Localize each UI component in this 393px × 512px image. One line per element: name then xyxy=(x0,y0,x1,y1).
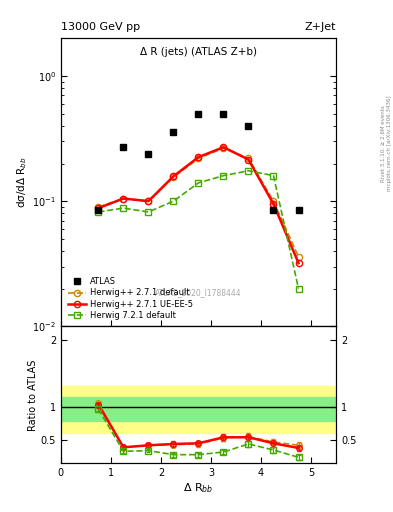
ATLAS xyxy=(146,151,151,157)
Text: Δ R (jets) (ATLAS Z+b): Δ R (jets) (ATLAS Z+b) xyxy=(140,47,257,57)
Herwig++ 2.7.1 default xyxy=(196,155,201,161)
Herwig++ 2.7.1 default xyxy=(171,174,176,180)
ATLAS xyxy=(221,111,226,117)
Herwig++ 2.7.1 UE-EE-5 xyxy=(146,198,151,204)
ATLAS xyxy=(246,123,251,129)
X-axis label: Δ R$_{bb}$: Δ R$_{bb}$ xyxy=(183,481,214,495)
Herwig 7.2.1 default xyxy=(96,209,101,215)
Y-axis label: dσ/dΔ R$_{bb}$: dσ/dΔ R$_{bb}$ xyxy=(16,157,29,208)
Herwig 7.2.1 default xyxy=(296,286,301,292)
Y-axis label: Ratio to ATLAS: Ratio to ATLAS xyxy=(28,359,38,431)
Herwig 7.2.1 default xyxy=(246,168,251,174)
Line: Herwig++ 2.7.1 default: Herwig++ 2.7.1 default xyxy=(95,145,301,260)
Herwig 7.2.1 default xyxy=(221,173,226,179)
Text: 13000 GeV pp: 13000 GeV pp xyxy=(61,22,140,32)
Herwig++ 2.7.1 UE-EE-5 xyxy=(296,260,301,266)
Text: Rivet 3.1.10, ≥ 2.6M events: Rivet 3.1.10, ≥ 2.6M events xyxy=(381,105,386,182)
Herwig++ 2.7.1 UE-EE-5 xyxy=(196,154,201,160)
Bar xyxy=(61,387,336,433)
Herwig 7.2.1 default xyxy=(121,205,126,211)
Herwig++ 2.7.1 UE-EE-5 xyxy=(171,173,176,179)
Line: Herwig++ 2.7.1 UE-EE-5: Herwig++ 2.7.1 UE-EE-5 xyxy=(95,144,301,266)
Herwig++ 2.7.1 UE-EE-5 xyxy=(221,144,226,151)
Legend: ATLAS, Herwig++ 2.7.1 default, Herwig++ 2.7.1 UE-EE-5, Herwig 7.2.1 default: ATLAS, Herwig++ 2.7.1 default, Herwig++ … xyxy=(65,275,196,322)
Herwig++ 2.7.1 UE-EE-5 xyxy=(246,157,251,163)
Herwig++ 2.7.1 UE-EE-5 xyxy=(271,201,276,207)
Herwig++ 2.7.1 UE-EE-5 xyxy=(96,205,101,211)
Herwig++ 2.7.1 default xyxy=(296,253,301,260)
Herwig++ 2.7.1 UE-EE-5 xyxy=(121,196,126,202)
Herwig 7.2.1 default xyxy=(146,209,151,215)
Line: ATLAS: ATLAS xyxy=(95,111,301,213)
Herwig 7.2.1 default xyxy=(271,173,276,179)
Herwig++ 2.7.1 default xyxy=(221,145,226,151)
Herwig 7.2.1 default xyxy=(171,198,176,204)
Text: mcplots.cern.ch [arXiv:1306.3436]: mcplots.cern.ch [arXiv:1306.3436] xyxy=(387,96,392,191)
Herwig++ 2.7.1 default xyxy=(121,196,126,202)
Herwig 7.2.1 default xyxy=(196,180,201,186)
Text: Z+Jet: Z+Jet xyxy=(305,22,336,32)
ATLAS xyxy=(171,129,176,135)
ATLAS xyxy=(196,111,201,117)
ATLAS xyxy=(271,207,276,213)
Text: ATLAS_2020_I1788444: ATLAS_2020_I1788444 xyxy=(155,288,242,297)
Herwig++ 2.7.1 default xyxy=(246,155,251,161)
ATLAS xyxy=(121,144,126,151)
ATLAS xyxy=(96,207,101,213)
Herwig++ 2.7.1 default xyxy=(271,198,276,204)
Line: Herwig 7.2.1 default: Herwig 7.2.1 default xyxy=(95,167,301,292)
Bar xyxy=(61,397,336,421)
ATLAS xyxy=(296,207,301,213)
Herwig++ 2.7.1 default xyxy=(96,204,101,210)
Herwig++ 2.7.1 default xyxy=(146,198,151,204)
